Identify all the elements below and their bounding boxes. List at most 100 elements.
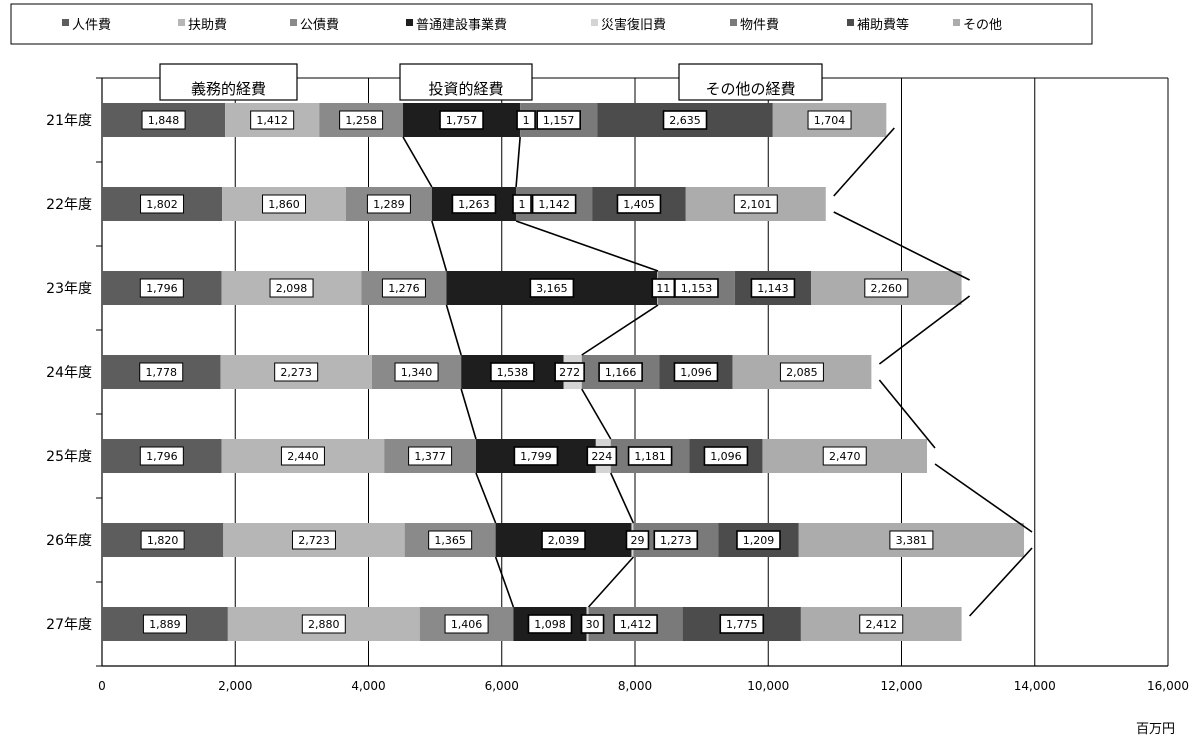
data-label: 1,775 (726, 618, 758, 631)
x-tick-label: 4,000 (351, 679, 385, 693)
data-label-box (703, 446, 749, 466)
data-label: 1,802 (146, 198, 178, 211)
connector-line (515, 220, 659, 272)
connector-line (475, 472, 497, 524)
group-title: 投資的経費 (428, 80, 503, 98)
connector-line (833, 211, 970, 281)
legend-label: 扶助費 (188, 18, 227, 33)
data-label-box (142, 614, 187, 634)
data-label-box (779, 362, 824, 382)
data-label: 272 (559, 366, 580, 379)
data-label-box (625, 530, 650, 550)
data-label: 1 (523, 114, 530, 127)
data-label: 1,704 (814, 114, 846, 127)
unit-label: 百万円 (1136, 722, 1175, 737)
data-label-box (516, 110, 536, 130)
data-label-box (673, 362, 719, 382)
connector-line (833, 127, 895, 197)
data-label: 3,165 (536, 282, 568, 295)
connector-line (494, 556, 515, 608)
data-label: 1,377 (414, 450, 446, 463)
data-label-box (586, 446, 618, 466)
connector-line (581, 304, 659, 356)
data-label: 1,848 (148, 114, 180, 127)
data-label-box (822, 446, 867, 466)
data-label: 1,273 (660, 534, 692, 547)
legend-label: その他 (963, 18, 1002, 33)
legend-marker (290, 19, 297, 26)
data-label: 1,796 (146, 450, 178, 463)
connector-line (431, 220, 448, 272)
data-label: 1,405 (623, 198, 655, 211)
x-tick-label: 14,000 (1014, 679, 1056, 693)
data-label: 2,098 (276, 282, 308, 295)
data-label: 1,209 (743, 534, 775, 547)
legend-label: 物件費 (740, 18, 779, 33)
connector-line (878, 295, 971, 365)
data-label: 2,470 (829, 450, 861, 463)
y-tick-label: 27年度 (46, 617, 92, 633)
connector-line (581, 388, 612, 440)
connector-line (934, 463, 1033, 533)
data-label-box (250, 110, 295, 130)
y-tick-label: 22年度 (46, 197, 92, 213)
data-label: 1,860 (268, 198, 300, 211)
group-title-box (399, 63, 533, 101)
legend-marker (406, 19, 413, 26)
data-label-box (889, 530, 934, 550)
data-label: 2,880 (308, 618, 340, 631)
legend-marker (953, 19, 960, 26)
connector-line (969, 547, 1033, 617)
legend-label: 普通建設事業費 (416, 17, 507, 33)
y-tick-label: 21年度 (46, 113, 92, 129)
data-label: 1,799 (520, 450, 552, 463)
data-label-box (140, 530, 185, 550)
data-label-box (653, 530, 699, 550)
data-label: 1,365 (434, 534, 466, 547)
connector-line (402, 136, 433, 188)
data-label-box (662, 110, 708, 130)
x-tick-label: 10,000 (747, 679, 789, 693)
data-label-box (262, 194, 307, 214)
group-title: 義務的経費 (191, 80, 266, 98)
data-label-box (598, 362, 643, 382)
data-label: 1,796 (146, 282, 178, 295)
data-label-box (141, 110, 186, 130)
x-tick-label: 12,000 (881, 679, 923, 693)
data-label-box (736, 530, 781, 550)
data-label-box (139, 446, 184, 466)
x-tick-label: 6,000 (485, 679, 519, 693)
data-label-box (616, 194, 662, 214)
y-tick-label: 25年度 (46, 449, 92, 465)
data-label: 1,181 (634, 450, 666, 463)
data-label: 1,143 (757, 282, 789, 295)
data-label: 1,820 (147, 534, 179, 547)
data-label: 3,381 (896, 534, 928, 547)
connector-line (610, 472, 635, 524)
data-label-box (513, 446, 559, 466)
data-label: 2,723 (298, 534, 330, 547)
legend-marker (847, 19, 854, 26)
data-label-box (301, 614, 346, 634)
legend-label: 災害復旧費 (601, 17, 666, 33)
data-label-box (527, 614, 573, 634)
data-label: 1,263 (458, 198, 490, 211)
data-label-box (394, 362, 439, 382)
data-label: 2,101 (740, 198, 772, 211)
legend-marker (178, 19, 185, 26)
data-label: 224 (591, 450, 612, 463)
data-label-box (529, 278, 575, 298)
data-label: 2,635 (669, 114, 701, 127)
data-label: 1,889 (149, 618, 181, 631)
data-label-box (139, 278, 184, 298)
data-label-box (490, 362, 535, 382)
legend-label: 人件費 (72, 18, 111, 33)
data-label-box (139, 362, 184, 382)
data-label: 29 (630, 534, 644, 547)
group-title: その他の経費 (705, 80, 795, 98)
x-tick-label: 0 (98, 679, 106, 693)
data-label: 1,096 (710, 450, 742, 463)
data-label: 1,096 (680, 366, 712, 379)
y-tick-label: 26年度 (46, 533, 92, 549)
data-label-box (366, 194, 411, 214)
